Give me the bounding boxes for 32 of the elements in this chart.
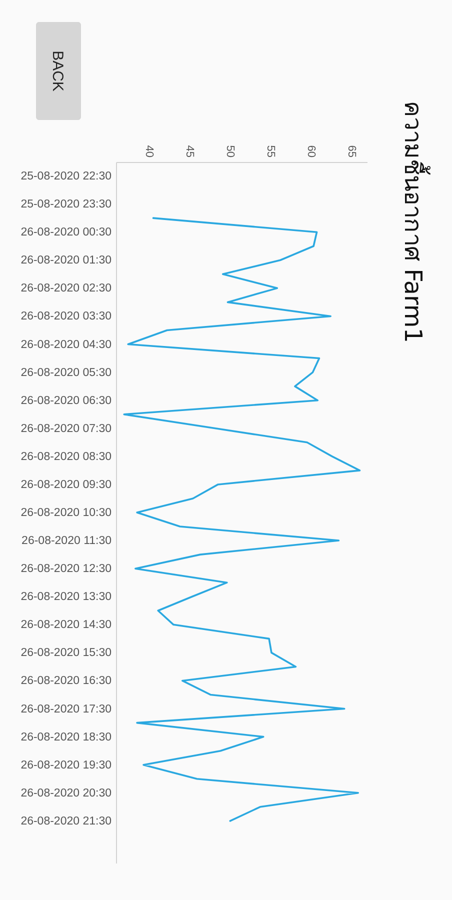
y-tick-label: 26-08-2020 05:30 bbox=[20, 366, 112, 379]
y-tick-label: 25-08-2020 23:30 bbox=[20, 198, 112, 211]
y-tick-label: 25-08-2020 22:30 bbox=[20, 170, 112, 183]
y-tick-label: 26-08-2020 20:30 bbox=[20, 787, 112, 800]
y-tick-label: 26-08-2020 19:30 bbox=[20, 759, 112, 772]
y-tick-label: 26-08-2020 07:30 bbox=[20, 422, 112, 435]
y-tick-label: 26-08-2020 17:30 bbox=[20, 703, 112, 716]
y-tick-label: 26-08-2020 21:30 bbox=[20, 815, 112, 828]
x-tick-label: 40 bbox=[142, 145, 155, 158]
text: BACK bbox=[49, 50, 66, 92]
y-tick-label: 26-08-2020 04:30 bbox=[20, 338, 112, 351]
x-tick-label: 45 bbox=[183, 145, 196, 158]
text: ความชื้นอากาศ Farm1 bbox=[399, 101, 431, 344]
x-tick-label: 55 bbox=[264, 145, 276, 158]
y-tick-label: 26-08-2020 14:30 bbox=[20, 619, 112, 632]
x-tick-label: 65 bbox=[345, 145, 358, 158]
y-tick-label: 26-08-2020 00:30 bbox=[20, 226, 112, 239]
y-tick-label: 26-08-2020 13:30 bbox=[20, 591, 112, 604]
y-tick-label: 26-08-2020 11:30 bbox=[22, 535, 112, 548]
y-tick-label: 26-08-2020 12:30 bbox=[20, 563, 112, 576]
y-tick-label: 26-08-2020 16:30 bbox=[20, 675, 112, 688]
y-tick-label: 26-08-2020 18:30 bbox=[20, 731, 112, 744]
y-tick-label: 26-08-2020 02:30 bbox=[20, 282, 112, 295]
y-tick-label: 26-08-2020 06:30 bbox=[20, 394, 112, 407]
y-tick-label: 26-08-2020 01:30 bbox=[20, 254, 112, 267]
x-tick-label: 60 bbox=[304, 145, 317, 158]
y-tick-label: 26-08-2020 09:30 bbox=[20, 478, 112, 491]
y-tick-label: 26-08-2020 10:30 bbox=[20, 507, 112, 519]
x-tick-label: 50 bbox=[224, 145, 236, 158]
y-tick-label: 26-08-2020 15:30 bbox=[20, 647, 112, 660]
y-tick-label: 26-08-2020 08:30 bbox=[20, 450, 112, 463]
y-tick-label: 26-08-2020 03:30 bbox=[20, 310, 112, 323]
